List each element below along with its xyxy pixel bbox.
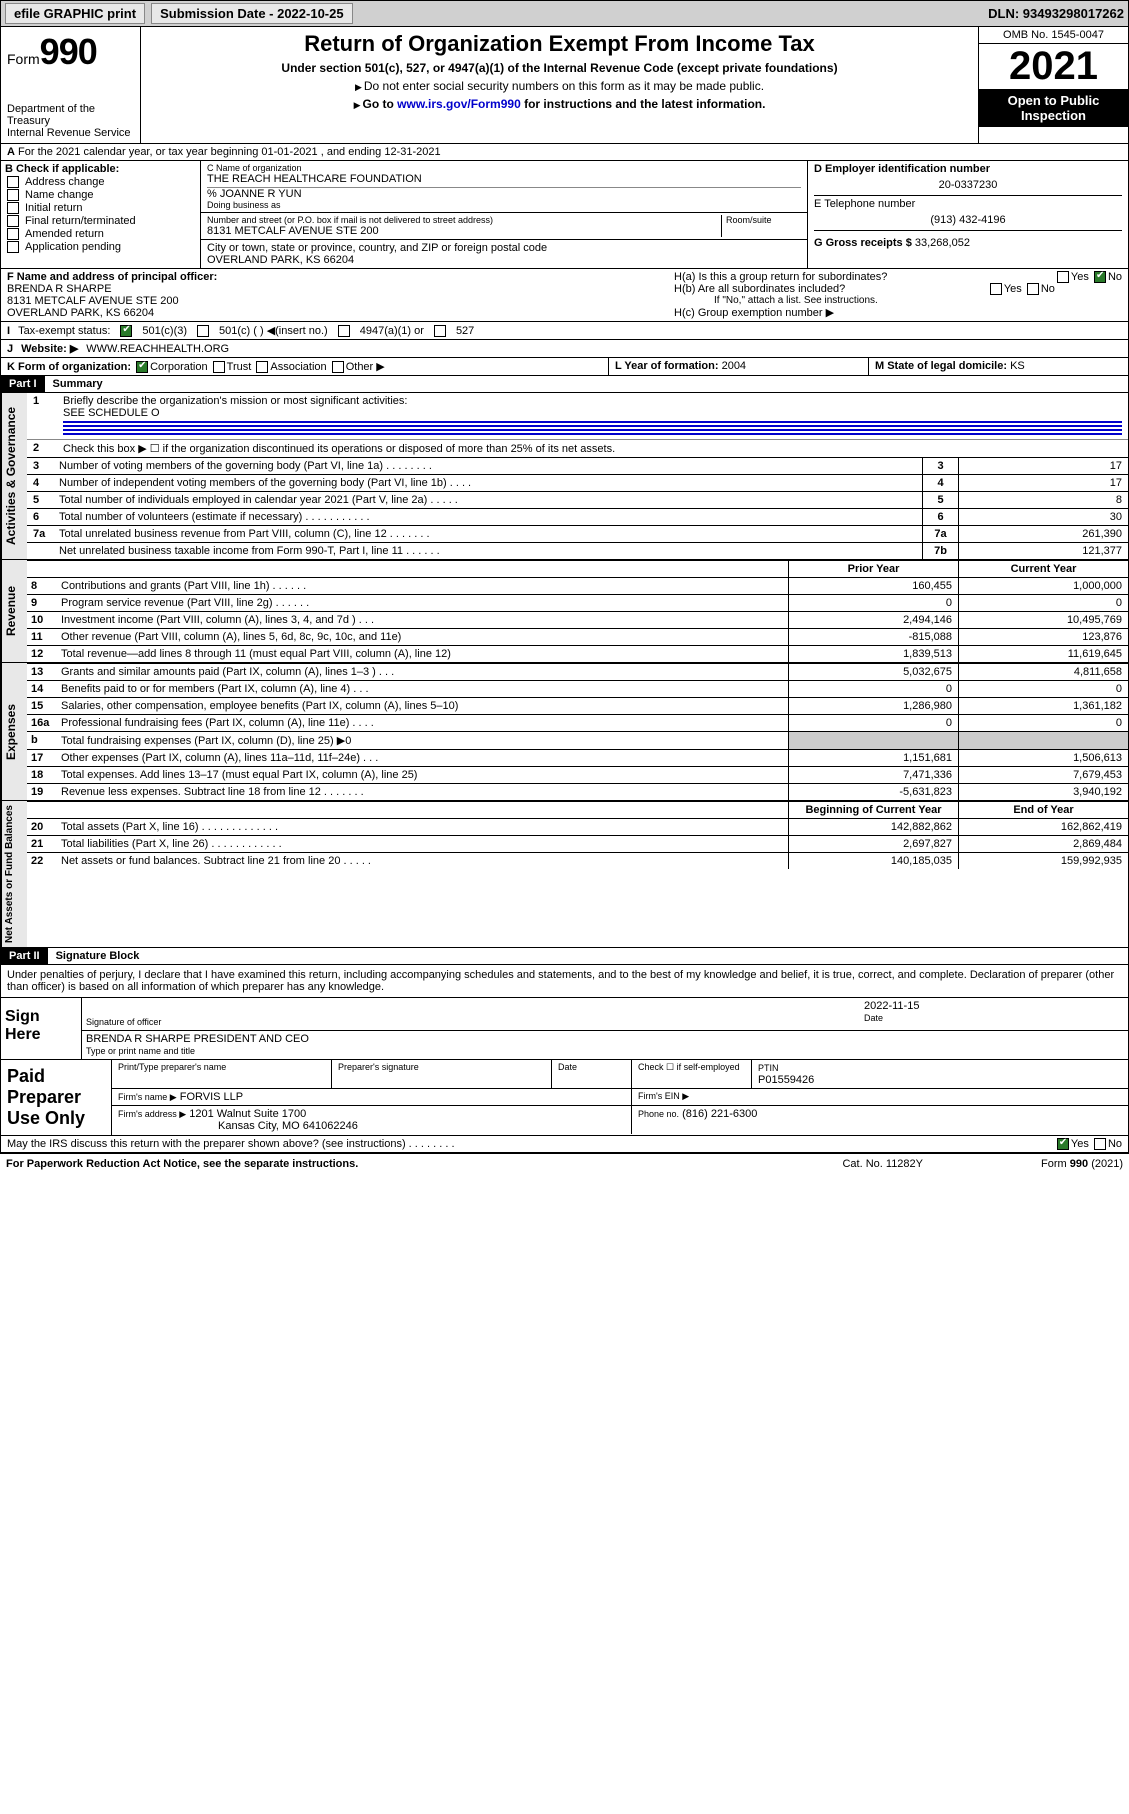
dln: DLN: 93493298017262 [988,6,1124,21]
dept: Department of the Treasury Internal Reve… [7,103,134,139]
irs-link[interactable]: www.irs.gov/Form990 [397,97,521,111]
part1-bar: Part I [1,376,45,392]
open-inspection: Open to Public Inspection [979,89,1128,127]
row-a: A For the 2021 calendar year, or tax yea… [0,144,1129,161]
vtab-expenses: Expenses [1,663,27,800]
topbar: efile GRAPHIC print Submission Date - 20… [0,0,1129,27]
table-row: 10Investment income (Part VIII, column (… [27,611,1128,628]
row-i: I Tax-exempt status: 501(c)(3) 501(c) ( … [0,322,1129,340]
row-l: L Year of formation: 2004 [608,358,868,375]
table-row: 19Revenue less expenses. Subtract line 1… [27,783,1128,800]
table-row: 17Other expenses (Part IX, column (A), l… [27,749,1128,766]
title: Return of Organization Exempt From Incom… [147,31,972,57]
table-row: 21Total liabilities (Part X, line 26) . … [27,835,1128,852]
footer-cat: Cat. No. 11282Y [842,1158,923,1170]
subtitle: Under section 501(c), 527, or 4947(a)(1)… [147,61,972,75]
part2-bar: Part II [1,948,48,964]
table-row: 18Total expenses. Add lines 13–17 (must … [27,766,1128,783]
gross: G Gross receipts $ 33,268,052 [814,230,1122,249]
sign-here: Sign Here [1,998,81,1059]
table-row: 15Salaries, other compensation, employee… [27,697,1128,714]
row-k: K Form of organization: Corporation Trus… [1,358,608,375]
table-row: 13Grants and similar amounts paid (Part … [27,663,1128,680]
city: City or town, state or province, country… [201,240,807,268]
org-name: C Name of organization THE REACH HEALTHC… [201,161,807,213]
table-row: 12Total revenue—add lines 8 through 11 (… [27,645,1128,662]
footer-left: For Paperwork Reduction Act Notice, see … [6,1158,842,1170]
table-row: 22Net assets or fund balances. Subtract … [27,852,1128,869]
table-row: 14Benefits paid to or for members (Part … [27,680,1128,697]
table-row: 11Other revenue (Part VIII, column (A), … [27,628,1128,645]
principal-officer: F Name and address of principal officer:… [1,269,668,321]
efile-btn[interactable]: efile GRAPHIC print [5,3,145,24]
note2: Go to www.irs.gov/Form990 for instructio… [147,97,972,111]
table-row: bTotal fundraising expenses (Part IX, co… [27,731,1128,749]
section-h: H(a) Is this a group return for subordin… [668,269,1128,321]
declaration: Under penalties of perjury, I declare th… [0,965,1129,998]
vtab-governance: Activities & Governance [1,393,27,559]
address: Number and street (or P.O. box if mail i… [201,213,807,240]
table-row: 9Program service revenue (Part VIII, lin… [27,594,1128,611]
form-number: Form990 [7,31,134,73]
vtab-netassets: Net Assets or Fund Balances [1,801,27,947]
row-m: M State of legal domicile: KS [868,358,1128,375]
part1-title: Summary [45,376,111,392]
footer-form: Form 990 (2021) [923,1158,1123,1170]
year: 2021 [979,44,1128,89]
section-b: B Check if applicable: Address change Na… [1,161,201,268]
omb: OMB No. 1545-0047 [979,27,1128,44]
phone: E Telephone number(913) 432-4196 [814,195,1122,230]
row-j: J Website: ▶ WWW.REACHHEALTH.ORG [0,340,1129,358]
table-row: 20Total assets (Part X, line 16) . . . .… [27,818,1128,835]
note1: Do not enter social security numbers on … [147,79,972,93]
paid-preparer: Paid Preparer Use Only [1,1060,111,1135]
ein: D Employer identification number20-03372… [814,163,1122,195]
may-discuss: May the IRS discuss this return with the… [0,1136,1129,1153]
table-row: 8Contributions and grants (Part VIII, li… [27,577,1128,594]
vtab-revenue: Revenue [1,560,27,662]
header: Form990 Department of the Treasury Inter… [0,27,1129,144]
part2-title: Signature Block [48,948,148,964]
table-row: 16aProfessional fundraising fees (Part I… [27,714,1128,731]
submission-btn[interactable]: Submission Date - 2022-10-25 [151,3,353,24]
501c3-check[interactable] [120,325,132,337]
